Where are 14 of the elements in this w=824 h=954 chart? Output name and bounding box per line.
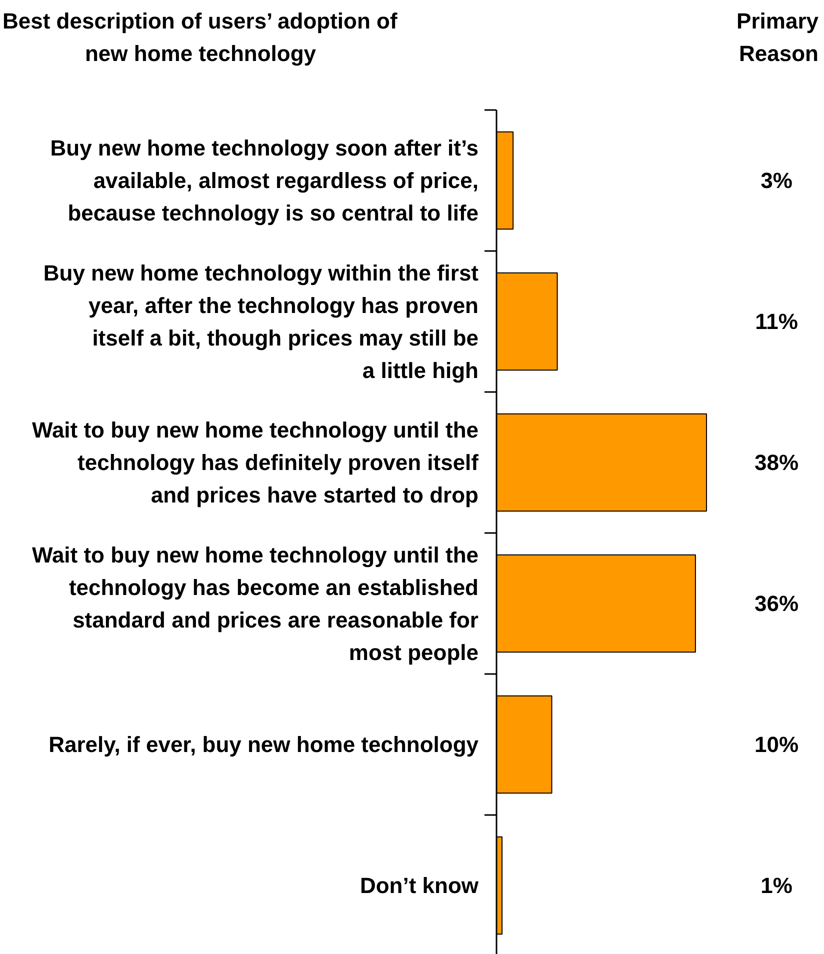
data-label: 10% [754,732,799,757]
data-label: 38% [754,450,799,475]
data-label: 3% [760,168,792,193]
y-tick-label: Rarely, if ever, buy new home technology [48,732,480,757]
y-tick-label: Wait to buy new home technology until the technology has definitely proven itself and prices have started to drop [32,418,480,508]
text: Best description of users’ adoption of new home technology [2,8,398,66]
data-label: 36% [754,591,799,616]
text: Primary Reason [736,8,820,66]
data-label: 11% [755,309,798,334]
y-tick-label: Wait to buy new home technology until the technology has become an established standard and prices are reasonable for most people [32,542,479,665]
data-label: 1% [760,873,792,898]
y-tick-label: Buy new home technology soon after it’s available, almost regardless of price, because technology is so central to life [50,136,479,226]
y-tick-label: Buy new home technology within the first year, after the technology has proven itself a bit, though prices may still be a little high [43,260,480,383]
y-tick-label: Don’t know [360,873,480,898]
